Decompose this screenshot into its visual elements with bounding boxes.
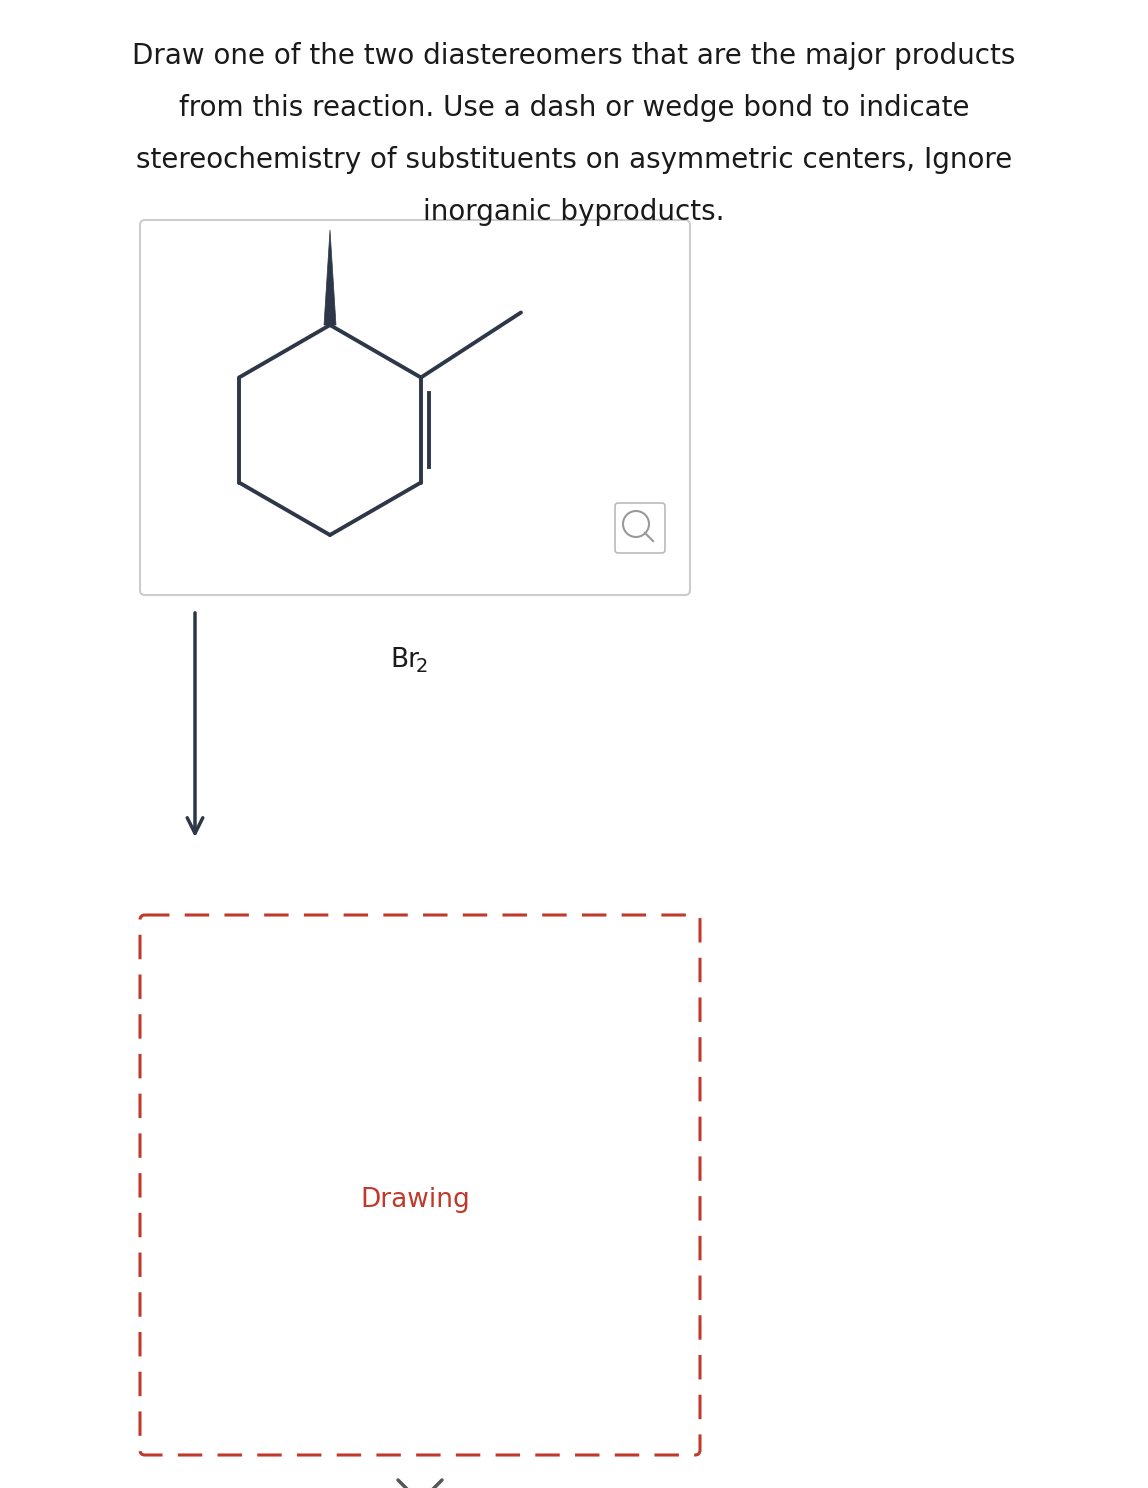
FancyBboxPatch shape bbox=[615, 503, 665, 554]
Text: 2: 2 bbox=[416, 658, 428, 677]
Text: Br: Br bbox=[390, 647, 419, 673]
FancyBboxPatch shape bbox=[140, 915, 700, 1455]
Text: Draw one of the two diastereomers that are the major products: Draw one of the two diastereomers that a… bbox=[132, 42, 1016, 70]
Text: from this reaction. Use a dash or wedge bond to indicate: from this reaction. Use a dash or wedge … bbox=[179, 94, 969, 122]
FancyBboxPatch shape bbox=[140, 220, 690, 595]
Polygon shape bbox=[324, 231, 336, 324]
Text: inorganic byproducts.: inorganic byproducts. bbox=[424, 198, 724, 226]
Text: stereochemistry of substituents on asymmetric centers, Ignore: stereochemistry of substituents on asymm… bbox=[135, 146, 1013, 174]
Text: Drawing: Drawing bbox=[360, 1187, 470, 1213]
